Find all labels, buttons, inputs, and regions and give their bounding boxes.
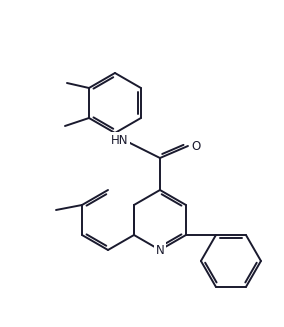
Text: O: O — [191, 140, 201, 152]
Text: HN: HN — [111, 133, 129, 146]
Text: N: N — [156, 244, 164, 256]
